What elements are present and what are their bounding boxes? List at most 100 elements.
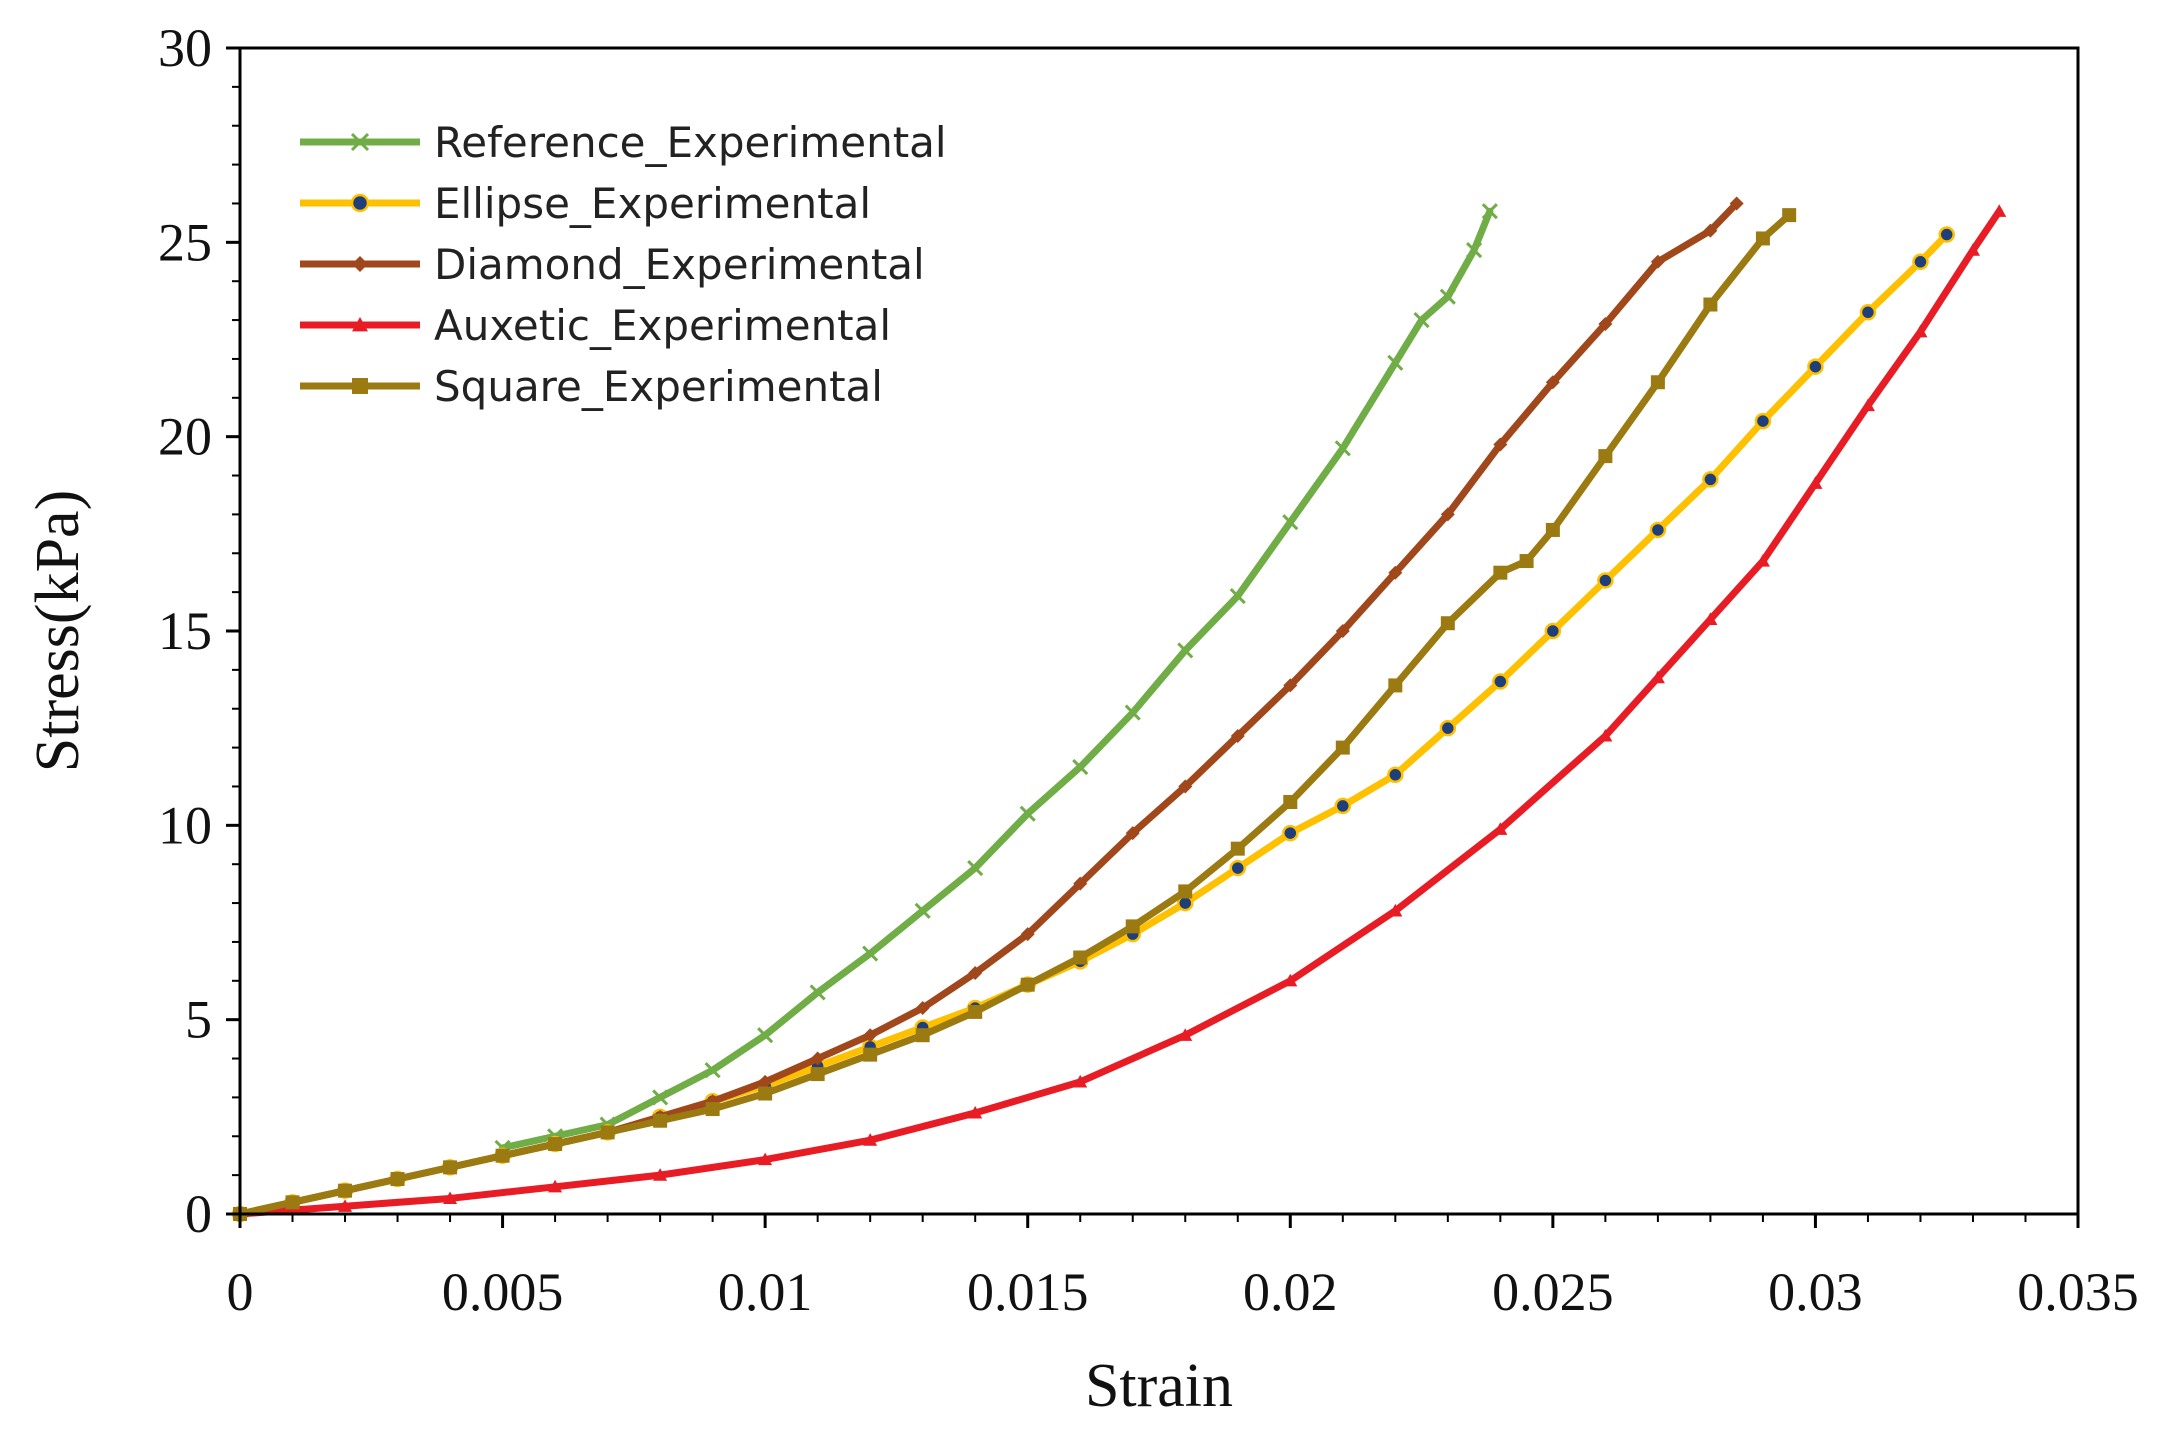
data-point	[1335, 624, 1350, 638]
series-line	[236, 207, 2003, 1218]
legend-label: Reference_Experimental	[434, 118, 947, 167]
data-point	[1178, 884, 1193, 899]
y-axis-title: Stress(kPa)	[24, 490, 92, 772]
data-point	[863, 1028, 878, 1043]
data-point	[1650, 670, 1665, 684]
data-point	[1703, 612, 1718, 625]
legend-item: Reference_Experimental	[300, 118, 947, 167]
data-point	[1283, 678, 1298, 693]
data-point	[1072, 758, 1089, 776]
data-point	[1334, 440, 1351, 457]
legend-item: Ellipse_Experimental	[300, 179, 871, 228]
legend-label: Ellipse_Experimental	[434, 179, 871, 228]
data-point	[443, 1191, 458, 1205]
data-point	[1125, 919, 1140, 934]
data-point	[1388, 678, 1403, 693]
series-Square_Experimental	[233, 208, 1797, 1221]
legend-label: Square_Experimental	[434, 362, 883, 411]
data-point	[1073, 950, 1088, 965]
data-point	[1808, 476, 1823, 489]
data-point	[653, 1113, 668, 1128]
data-point	[1466, 242, 1483, 259]
x-tick-label: 0.03	[1768, 1262, 1863, 1322]
x-tick-label: 0.02	[1243, 1262, 1338, 1322]
legend-marker	[352, 256, 368, 272]
data-point	[1481, 203, 1498, 220]
data-point	[1439, 288, 1456, 305]
data-point	[1020, 927, 1035, 942]
y-tick-label: 15	[158, 601, 212, 661]
data-point	[810, 1051, 825, 1066]
data-point	[863, 1047, 878, 1062]
x-tick-label: 0.035	[2017, 1262, 2139, 1322]
data-point	[1388, 903, 1403, 917]
data-point	[1859, 304, 1877, 321]
data-point	[1992, 204, 2007, 217]
data-point	[968, 966, 983, 981]
data-point	[1493, 822, 1508, 835]
data-point	[1283, 795, 1298, 810]
y-tick-label: 10	[158, 795, 212, 855]
data-point	[653, 1168, 668, 1181]
data-point	[1229, 859, 1247, 877]
data-point	[1493, 437, 1508, 452]
x-tick-label: 0.015	[967, 1262, 1089, 1322]
legend-item: Diamond_Experimental	[300, 240, 925, 289]
data-point	[809, 984, 826, 1001]
data-point	[1388, 565, 1403, 580]
data-point	[915, 1028, 930, 1043]
data-point	[1598, 728, 1613, 742]
x-tick-label: 0	[227, 1262, 254, 1322]
ticks-layer: 0 0.005 0.01 0.015 0.02 0.025 0.03 0.035 0 5 10 15 2…	[158, 18, 2139, 1322]
legend: Reference_Experimental Ellipse_Experiment…	[300, 118, 947, 411]
data-point	[1703, 223, 1718, 238]
legend-item: Square_Experimental	[300, 362, 883, 411]
data-point	[1597, 572, 1614, 589]
data-point	[1413, 312, 1430, 329]
data-point	[758, 1074, 773, 1089]
data-point	[1124, 704, 1141, 721]
data-point	[758, 1086, 773, 1101]
data-point	[968, 1105, 983, 1119]
series-line	[499, 207, 1494, 1152]
data-point	[1439, 719, 1457, 737]
data-point	[1650, 375, 1665, 390]
data-point	[1965, 243, 1980, 256]
data-point	[1702, 471, 1719, 488]
data-point	[968, 1004, 983, 1019]
data-point	[1938, 226, 1955, 243]
data-point	[338, 1183, 353, 1198]
y-tick-label: 25	[158, 212, 212, 272]
data-point	[390, 1172, 405, 1187]
data-point	[1912, 253, 1929, 271]
data-point	[495, 1148, 510, 1163]
data-point	[443, 1160, 458, 1175]
data-point	[863, 1133, 878, 1146]
data-point	[914, 902, 931, 919]
data-point	[1650, 254, 1665, 269]
data-point	[1755, 554, 1770, 567]
data-point	[1177, 642, 1194, 659]
data-point	[967, 860, 984, 877]
data-point	[1519, 554, 1534, 569]
data-point	[705, 1102, 720, 1117]
data-point	[1729, 196, 1744, 211]
legend-label: Auxetic_Experimental	[434, 301, 891, 350]
y-tick-label: 30	[158, 18, 212, 78]
data-point	[1282, 514, 1299, 531]
data-point	[704, 1062, 721, 1079]
data-point	[1073, 876, 1088, 891]
y-tick-label: 0	[185, 1184, 212, 1244]
data-point	[285, 1195, 300, 1210]
plot-layer	[231, 196, 2007, 1223]
y-tick-label: 5	[185, 990, 212, 1050]
x-tick-label: 0.005	[442, 1262, 564, 1322]
data-point	[1754, 412, 1772, 430]
x-tick-label: 0.01	[718, 1262, 813, 1322]
data-point	[1125, 826, 1140, 841]
legend-marker	[352, 317, 368, 332]
data-point	[1283, 973, 1298, 987]
data-point	[1544, 622, 1562, 640]
